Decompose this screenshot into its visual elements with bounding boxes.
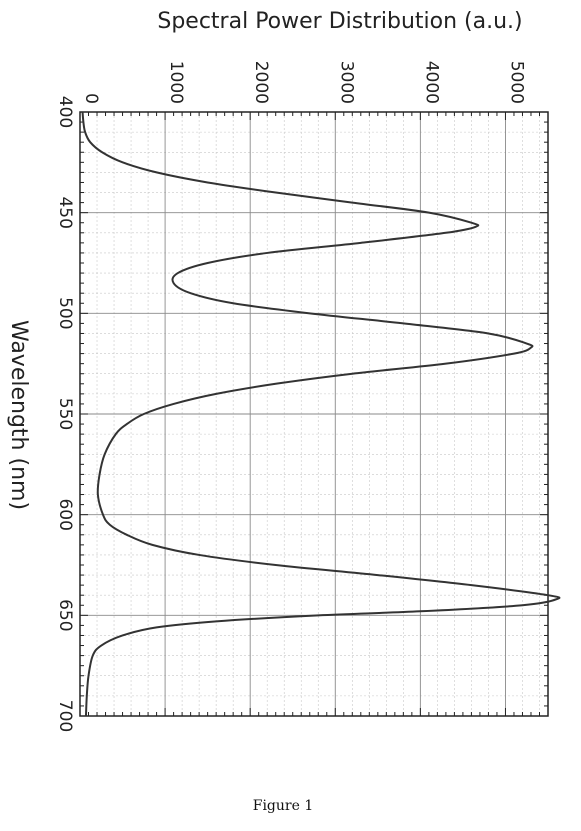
wavelength-tick-label: 400 [55,96,75,128]
wavelength-tick-labels: 400 450 500 550 600 650 700 [55,96,75,732]
power-tick-labels: 0 1000 2000 3000 4000 5000 [81,61,526,104]
wavelength-tick-label: 700 [55,700,75,732]
power-tick-label: 1000 [166,61,186,104]
power-tick-label: 3000 [336,61,356,104]
y-axis-title: Spectral Power Distribution (a.u.) [157,9,522,34]
figure-caption: Figure 1 [253,798,314,814]
wavelength-tick-label: 650 [55,599,75,631]
wavelength-tick-label: 550 [55,398,75,430]
wavelength-tick-label: 450 [55,196,75,228]
wavelength-tick-label: 500 [55,297,75,329]
power-tick-label: 5000 [506,61,526,104]
tick-marks [79,111,549,717]
power-tick-label: 0 [81,93,101,104]
power-tick-label: 2000 [251,61,271,104]
power-tick-label: 4000 [421,61,441,104]
x-axis-title: Wavelength (nm) [6,320,31,510]
wavelength-tick-label: 600 [55,498,75,530]
spectrum-series-line [81,111,561,717]
